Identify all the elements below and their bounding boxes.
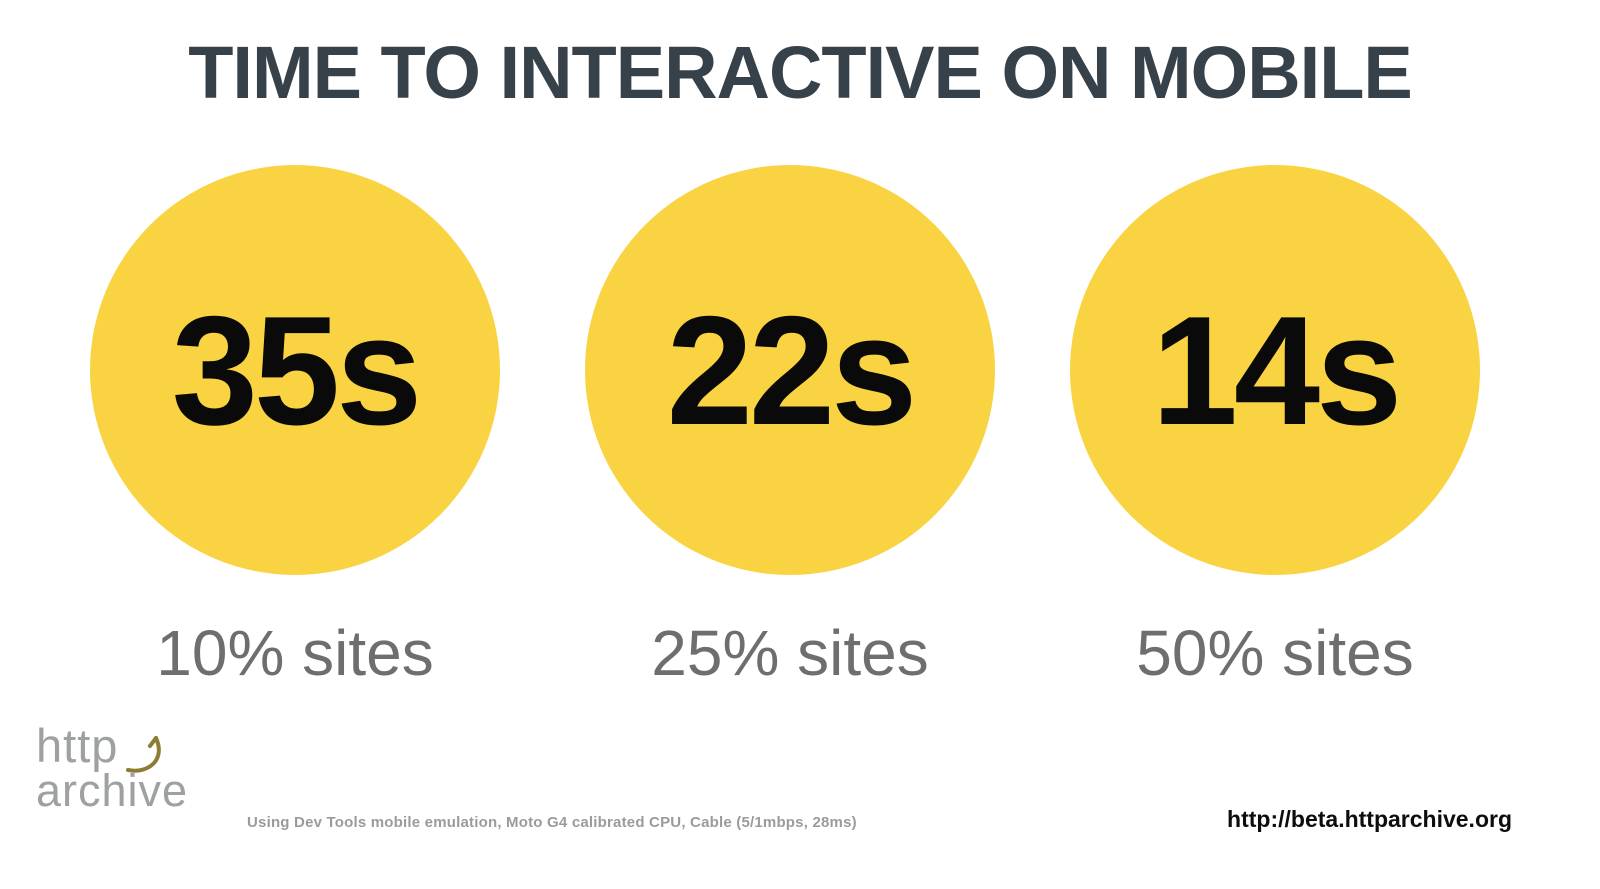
footnote: Using Dev Tools mobile emulation, Moto G… [247,814,857,831]
stat-circle: 14s [1070,165,1480,575]
stat-value: 14s [1151,283,1403,457]
httparchive-logo: http archive [36,722,266,827]
stat-circle: 22s [585,165,995,575]
stat-label: 50% sites [1136,617,1414,689]
stat-circle: 35s [90,165,500,575]
page-title: TIME TO INTERACTIVE ON MOBILE [188,31,1413,114]
stat-10th-percentile: 35s 10% sites [90,165,500,685]
stats-row: 35s 10% sites 22s 25% sites 14s 50% site… [0,165,1600,695]
stat-label: 25% sites [651,617,929,689]
logo-swoosh-icon [126,736,161,773]
stat-label: 10% sites [156,617,434,689]
stat-value: 35s [171,283,423,457]
logo-archive-text: archive [36,765,189,816]
stat-25th-percentile: 22s 25% sites [585,165,995,685]
site-url: http://beta.httparchive.org [1227,806,1512,832]
logo-http-text: http [36,719,119,772]
stat-value: 22s [666,283,918,457]
stat-50th-percentile: 14s 50% sites [1070,165,1480,685]
